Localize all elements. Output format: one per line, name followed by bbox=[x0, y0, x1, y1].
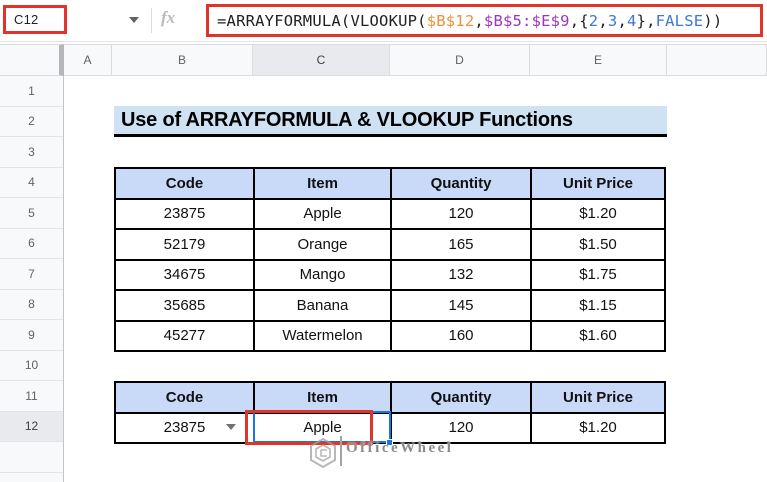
formula-input[interactable]: =ARRAYFORMULA(VLOOKUP($B$12,$B$5:$E$9,{2… bbox=[217, 12, 722, 30]
formula-bar: C12 fx =ARRAYFORMULA(VLOOKUP($B$12,$B$5:… bbox=[0, 0, 767, 42]
formula-annotation-frame: =ARRAYFORMULA(VLOOKUP($B$12,$B$5:$E$9,{2… bbox=[206, 4, 763, 37]
data-cell[interactable]: $1.15 bbox=[532, 291, 666, 322]
row-header-6[interactable]: 6 bbox=[0, 229, 63, 259]
row-header-blank[interactable] bbox=[0, 442, 63, 473]
data-cell[interactable]: 132 bbox=[392, 260, 532, 291]
data-cell[interactable]: 120 bbox=[392, 199, 532, 230]
formula-segment: , bbox=[598, 11, 608, 30]
data-cell[interactable]: Watermelon bbox=[255, 321, 392, 352]
header-cell[interactable]: Code bbox=[116, 169, 255, 200]
row-header-4[interactable]: 4 bbox=[0, 168, 63, 198]
formula-segment: $B$5:$E$9 bbox=[483, 11, 570, 30]
formula-segment: 4 bbox=[626, 11, 637, 30]
lookup-table-header-row: Code Item Quantity Unit Price bbox=[116, 169, 666, 200]
row-header-1[interactable]: 1 bbox=[0, 76, 63, 107]
name-box-annotation-frame: C12 bbox=[3, 5, 67, 34]
row-header-11[interactable]: 11 bbox=[0, 381, 63, 412]
row-header-8[interactable]: 8 bbox=[0, 290, 63, 320]
row-header-9[interactable]: 9 bbox=[0, 320, 63, 351]
row-headers: 1 2 3 4 5 6 7 8 9 10 11 12 bbox=[0, 76, 64, 482]
lookup-table: Code Item Quantity Unit Price 23875 Apple 120 $… bbox=[114, 167, 666, 352]
data-cell[interactable]: $1.20 bbox=[532, 199, 666, 230]
cell-dropdown-arrow-icon[interactable] bbox=[226, 424, 236, 430]
column-header-C[interactable]: C bbox=[253, 45, 390, 75]
row-header-3[interactable]: 3 bbox=[0, 137, 63, 168]
column-header-E[interactable]: E bbox=[530, 45, 667, 75]
header-cell[interactable]: Unit Price bbox=[532, 169, 666, 200]
fill-handle[interactable] bbox=[386, 439, 393, 446]
header-cell[interactable]: Item bbox=[255, 383, 392, 414]
header-cell[interactable]: Quantity bbox=[392, 169, 532, 200]
formula-segment: }, bbox=[636, 11, 656, 30]
data-cell[interactable]: 160 bbox=[392, 321, 532, 352]
lookup-table-row: 45277 Watermelon 160 $1.60 bbox=[116, 321, 666, 352]
column-header-B[interactable]: B bbox=[112, 45, 253, 75]
formula-segment: =ARRAYFORMULA(VLOOKUP( bbox=[217, 11, 427, 30]
data-cell[interactable]: $1.50 bbox=[532, 230, 666, 261]
title-cell[interactable]: Use of ARRAYFORMULA & VLOOKUP Functions bbox=[114, 106, 667, 137]
formula-segment: 3 bbox=[607, 11, 618, 30]
row-header-10[interactable]: 10 bbox=[0, 351, 63, 381]
formula-segment: FALSE bbox=[655, 11, 704, 30]
lookup-table-row: 23875 Apple 120 $1.20 bbox=[116, 199, 666, 230]
data-cell[interactable]: 45277 bbox=[116, 321, 255, 352]
formula-segment: 2 bbox=[588, 11, 599, 30]
header-cell[interactable]: Item bbox=[255, 169, 392, 200]
name-box-dropdown-icon[interactable] bbox=[129, 17, 139, 23]
data-cell[interactable]: 120 bbox=[392, 413, 532, 444]
column-header-D[interactable]: D bbox=[390, 45, 530, 75]
data-cell[interactable]: Apple bbox=[255, 199, 392, 230]
data-cell[interactable]: 145 bbox=[392, 291, 532, 322]
name-box[interactable]: C12 bbox=[14, 12, 39, 27]
header-cell[interactable]: Quantity bbox=[392, 383, 532, 414]
data-cell[interactable]: 52179 bbox=[116, 230, 255, 261]
data-cell[interactable]: Orange bbox=[255, 230, 392, 261]
row-header-12[interactable]: 12 bbox=[0, 411, 63, 442]
formula-segment: , bbox=[617, 11, 627, 30]
header-cell[interactable]: Code bbox=[116, 383, 255, 414]
lookup-table-row: 34675 Mango 132 $1.75 bbox=[116, 260, 666, 291]
data-cell[interactable]: 23875 bbox=[116, 199, 255, 230]
divider bbox=[151, 8, 152, 33]
column-header-A[interactable]: A bbox=[64, 45, 112, 75]
data-cell[interactable]: $1.75 bbox=[532, 260, 666, 291]
formula-segment: , bbox=[474, 11, 484, 30]
data-cell[interactable]: Mango bbox=[255, 260, 392, 291]
result-table-row: 23875 Apple 120 $1.20 bbox=[116, 413, 666, 444]
formula-segment: ,{ bbox=[569, 11, 589, 30]
fx-icon: fx bbox=[161, 8, 176, 27]
data-cell[interactable]: 165 bbox=[392, 230, 532, 261]
data-cell[interactable]: 35685 bbox=[116, 291, 255, 322]
row-header-5[interactable]: 5 bbox=[0, 198, 63, 229]
result-table-header-row: Code Item Quantity Unit Price bbox=[116, 383, 666, 414]
formula-segment: )) bbox=[703, 11, 723, 30]
selected-cell-annotation-frame bbox=[245, 410, 373, 445]
data-cell[interactable]: $1.20 bbox=[532, 413, 666, 444]
formula-segment: $B$12 bbox=[426, 11, 475, 30]
row-header-7[interactable]: 7 bbox=[0, 259, 63, 290]
lookup-table-row: 52179 Orange 165 $1.50 bbox=[116, 230, 666, 261]
data-cell[interactable]: $1.60 bbox=[532, 321, 666, 352]
data-cell[interactable]: Banana bbox=[255, 291, 392, 322]
data-cell[interactable]: 34675 bbox=[116, 260, 255, 291]
column-header-blank[interactable] bbox=[667, 45, 767, 75]
row-header-2[interactable]: 2 bbox=[0, 107, 63, 137]
lookup-table-row: 35685 Banana 145 $1.15 bbox=[116, 291, 666, 322]
select-all-corner[interactable] bbox=[0, 44, 64, 76]
header-cell[interactable]: Unit Price bbox=[532, 383, 666, 414]
